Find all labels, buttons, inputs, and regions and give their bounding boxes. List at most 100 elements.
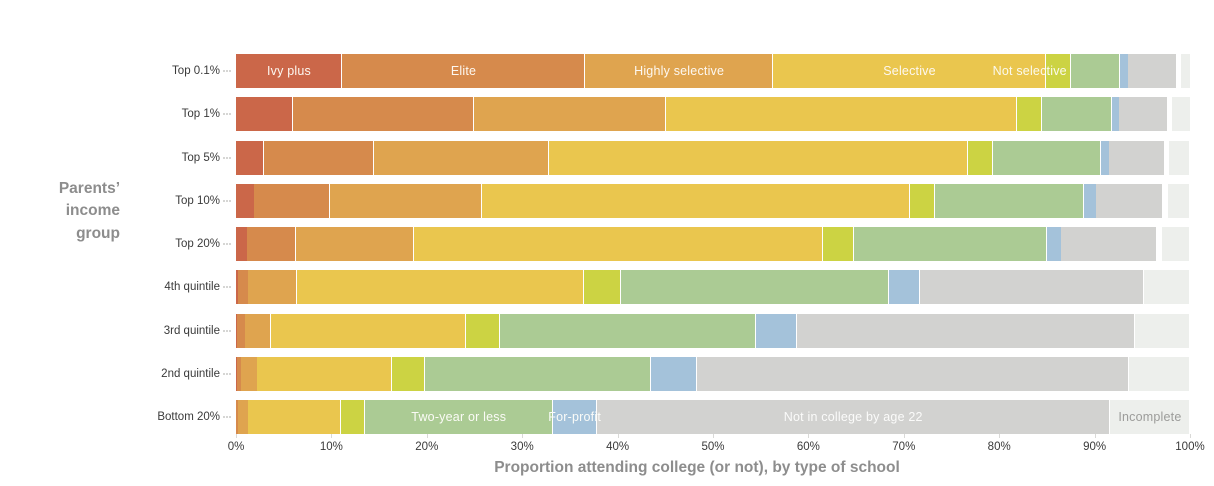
stacked-bar <box>236 183 1190 218</box>
stacked-bar <box>236 270 1190 305</box>
bar-segment-two-year-or-less <box>424 357 651 392</box>
x-axis-tick-label: 30% <box>510 441 534 453</box>
bar-segment-ivy-plus <box>236 54 342 88</box>
bar-segment-gap <box>1165 140 1170 175</box>
row-label: Top 20% <box>0 238 236 250</box>
bar-segment-for-profit <box>889 270 920 305</box>
bar-segment-incomplete <box>1128 357 1190 392</box>
bar-segment-incomplete <box>1144 270 1190 305</box>
bar-segment-elite <box>237 270 249 305</box>
x-axis-tick-label: 20% <box>415 441 439 453</box>
y-axis-title-line: Parents’ <box>58 180 120 197</box>
x-axis-tick <box>426 434 428 438</box>
bar-segment-for-profit <box>1046 227 1062 262</box>
bar-segment-gap <box>1163 183 1168 218</box>
x-axis-title: Proportion attending college (or not), b… <box>494 459 900 476</box>
bar-segment-incomplete <box>1109 400 1190 435</box>
bar-segment-two-year-or-less <box>854 227 1047 262</box>
bar-segment-selective <box>256 357 393 392</box>
bar-segment-elite <box>293 97 474 132</box>
bar-segment-elite <box>236 313 245 348</box>
bar-segment-not-in-college <box>1061 227 1158 262</box>
bar-segment-two-year-or-less <box>1070 54 1121 88</box>
bar-segment-for-profit <box>552 400 597 435</box>
x-axis-tick-label: 80% <box>987 441 1011 453</box>
row-label: 4th quintile <box>0 281 236 293</box>
bar-segment-not-in-college <box>1095 183 1164 218</box>
bar-segment-not-selective <box>1017 97 1043 132</box>
row-label: 3rd quintile <box>0 325 236 337</box>
bar-segment-highly-selective <box>248 270 298 305</box>
bar-segment-not-selective <box>909 183 936 218</box>
bar-row: 4th quintile <box>0 270 1214 305</box>
x-axis-tick-label: 50% <box>701 441 725 453</box>
stacked-bar: Ivy plus Elite Highly selective Selective No… <box>236 54 1190 88</box>
row-label: Top 10% <box>0 195 236 207</box>
bar-segment-incomplete <box>1172 97 1190 132</box>
bar-segment-not-selective <box>584 270 622 305</box>
row-label: Top 5% <box>0 152 236 164</box>
bar-segment-incomplete <box>1134 313 1190 348</box>
bar-segment-ivy-plus <box>236 270 238 305</box>
x-axis-tick-label: 10% <box>319 441 343 453</box>
x-axis-tick-label: 90% <box>1083 441 1107 453</box>
bar-segment-highly-selective <box>330 183 483 218</box>
bar-segment-ivy-plus <box>236 97 294 132</box>
bar-segment-ivy-plus <box>236 313 237 348</box>
x-axis-tick <box>331 434 333 438</box>
bar-segment-not-in-college <box>596 400 1110 435</box>
stacked-bar <box>236 97 1190 132</box>
x-axis-tick-label: 100% <box>1175 441 1205 453</box>
bar-row: 2nd quintile <box>0 357 1214 392</box>
x-axis-tick <box>808 434 810 438</box>
stacked-bar <box>236 357 1190 392</box>
x-axis-tick <box>236 434 237 438</box>
bar-segment-two-year-or-less <box>1042 97 1112 132</box>
x-axis-tick-label: 0% <box>227 441 245 453</box>
x-axis-tick <box>999 434 1001 438</box>
bar-row: Top 0.1% Ivy plus Elite Highly selective Sel… <box>0 54 1214 88</box>
x-axis-tick <box>713 434 714 438</box>
bar-segment-selective <box>548 140 968 175</box>
bar-segment-not-selective <box>1045 54 1071 88</box>
x-axis-tick <box>903 434 905 438</box>
bar-segment-incomplete <box>1161 227 1190 262</box>
bar-segment-two-year-or-less <box>364 400 553 435</box>
row-label: Bottom 20% <box>0 411 236 423</box>
bar-segment-selective <box>482 183 910 218</box>
bar-segment-highly-selective <box>237 400 249 435</box>
bar-segment-not-in-college <box>919 270 1145 305</box>
bar-segment-highly-selective <box>296 227 415 262</box>
bar-segment-not-selective <box>967 140 994 175</box>
bar-segment-elite <box>263 140 375 175</box>
bar-segment-two-year-or-less <box>993 140 1102 175</box>
x-axis-tick <box>522 434 524 438</box>
bar-segment-elite <box>236 357 241 392</box>
bar-segment-not-selective <box>822 227 855 262</box>
bar-segment-not-in-college <box>1119 97 1168 132</box>
bar-segment-not-in-college <box>1127 54 1177 88</box>
row-label: Top 0.1% <box>0 65 236 77</box>
bar-row: Top 10% <box>0 183 1214 218</box>
bar-segment-highly-selective <box>473 97 667 132</box>
x-axis-tick <box>1190 434 1191 438</box>
bar-segment-incomplete <box>1180 54 1190 88</box>
bar-segment-elite <box>254 183 331 218</box>
stacked-bar <box>236 140 1190 175</box>
bar-segment-ivy-plus <box>236 140 264 175</box>
bar-row: 3rd quintile <box>0 313 1214 348</box>
stacked-bar <box>236 313 1190 348</box>
stacked-bar <box>236 227 1190 262</box>
x-axis-tick-label: 40% <box>606 441 630 453</box>
x-axis: 0% 10% 20% 30% 40% 50% 60% 70% 80% 90% 100% <box>228 434 1205 458</box>
x-axis-tick-label: 60% <box>796 441 820 453</box>
row-label: 2nd quintile <box>0 368 236 380</box>
bar-segment-not-selective <box>340 400 365 435</box>
bar-segment-not-in-college <box>1108 140 1166 175</box>
bar-segment-highly-selective <box>585 54 774 88</box>
bar-segment-selective <box>666 97 1018 132</box>
bar-segment-highly-selective <box>240 357 257 392</box>
bar-segment-selective <box>248 400 341 435</box>
bar-row: Bottom 20% Two-year or less For-profit Not … <box>0 400 1214 435</box>
